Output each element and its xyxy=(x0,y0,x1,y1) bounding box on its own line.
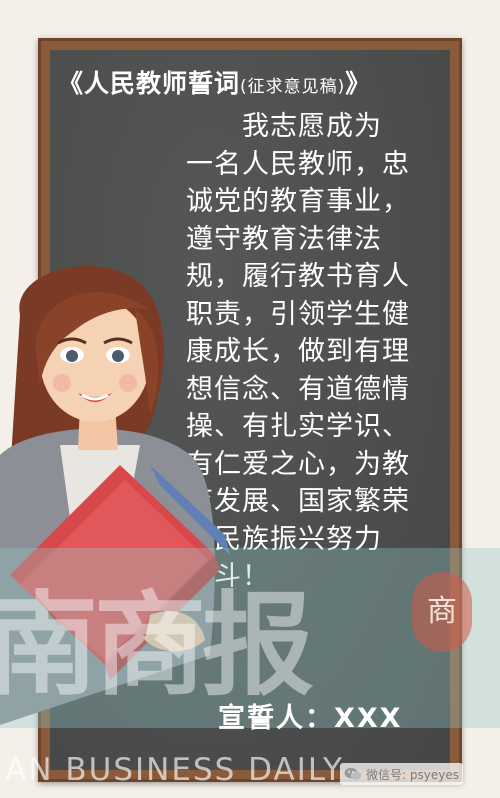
wechat-id-label: 微信号: psyeyes xyxy=(366,767,459,782)
watermark-seal: 商 xyxy=(412,572,472,652)
oath-title: 《人民教师誓词(征求意见稿)》 xyxy=(58,69,372,98)
wechat-icon xyxy=(344,767,362,780)
teacher-illustration xyxy=(0,266,230,725)
watermark-logo-chars: 南商报 xyxy=(0,581,314,711)
oath-text: 我志愿成为 一名人民教师，忠 诚党的教育事业， 遵守教育法律法 规，履行教书育人… xyxy=(186,111,410,592)
oath-signer: 宣誓人：XXX xyxy=(218,703,403,734)
wechat-id-badge: 微信号: psyeyes xyxy=(340,763,463,785)
watermark-english: IAN BUSINESS DAILY xyxy=(0,752,344,788)
oath-title-subtitle: (征求意见稿) xyxy=(240,77,346,97)
